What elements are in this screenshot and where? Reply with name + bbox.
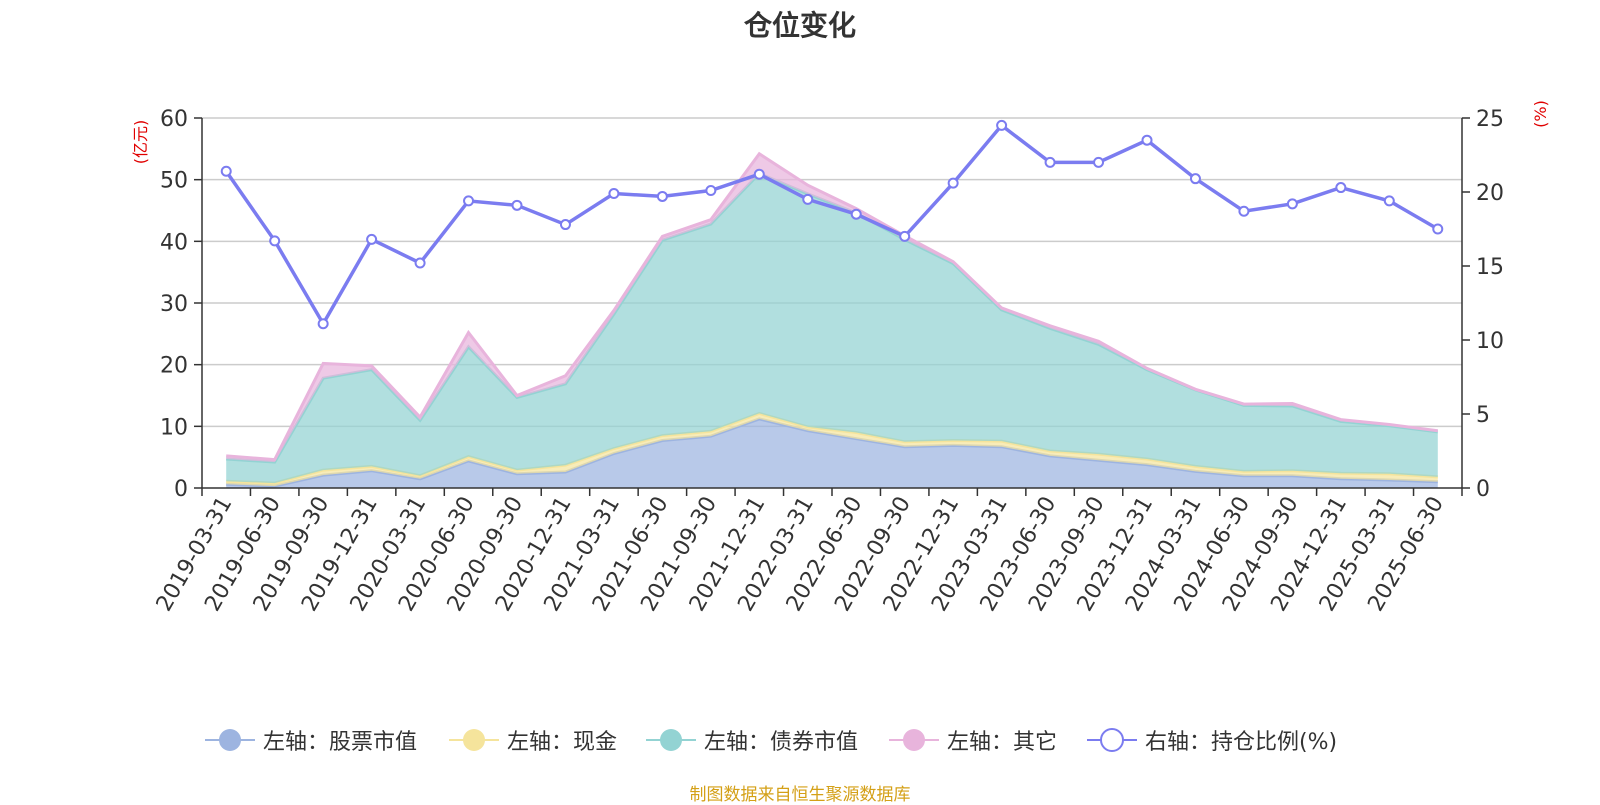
line-point-2 — [317, 318, 329, 330]
chart-title: 仓位变化 — [743, 9, 856, 42]
legend-swatch-other — [889, 729, 939, 751]
left-tick-label-0: 0 — [174, 477, 188, 502]
line-point-1 — [269, 235, 281, 247]
line-point-15 — [947, 177, 959, 189]
line-point-4 — [414, 257, 426, 269]
right-axis-unit: (%) — [1531, 100, 1550, 128]
legend-item-other[interactable]: 左轴：其它 — [889, 722, 1057, 758]
source-note: 制图数据来自恒生聚源数据库 — [689, 785, 911, 805]
line-point-20 — [1189, 173, 1201, 185]
line-point-18 — [1093, 156, 1105, 168]
legend-label-stock-value: 左轴：股票市值 — [263, 730, 418, 755]
left-tick-label-3: 30 — [160, 292, 188, 317]
line-point-8 — [608, 187, 620, 199]
right-tick-label-1: 5 — [1476, 403, 1490, 428]
legend-label-other: 左轴：其它 — [947, 730, 1058, 755]
area-edge-series-3 — [226, 151, 1438, 462]
left-tick-label-5: 50 — [160, 169, 188, 194]
legend-item-stock-value[interactable]: 左轴：股票市值 — [205, 722, 417, 758]
right-tick-label-0: 0 — [1476, 477, 1490, 502]
right-tick-label-4: 20 — [1476, 181, 1504, 206]
left-tick-label-2: 20 — [160, 354, 188, 379]
legend-swatch-cash — [449, 729, 499, 751]
left-tick-label-4: 40 — [160, 230, 188, 255]
legend-item-cash[interactable]: 左轴：现金 — [449, 722, 617, 758]
legend-item-position-ratio[interactable]: 右轴：持仓比例(%) — [1087, 722, 1337, 758]
legend-label-bond-value: 左轴：债券市值 — [704, 730, 859, 755]
right-tick-label-2: 10 — [1476, 329, 1504, 354]
line-point-21 — [1238, 205, 1250, 217]
line-point-11 — [753, 168, 765, 180]
left-tick-label-1: 10 — [160, 415, 188, 440]
legend-item-bond-value[interactable]: 左轴：债券市值 — [646, 722, 858, 758]
line-point-12 — [802, 193, 814, 205]
legend-swatch-bond-value — [646, 729, 696, 751]
line-point-10 — [705, 185, 717, 197]
right-tick-label-3: 15 — [1476, 255, 1504, 280]
right-tick-label-5: 25 — [1476, 107, 1504, 132]
area-series-2 — [226, 173, 1438, 484]
line-point-14 — [899, 230, 911, 242]
line-point-6 — [511, 199, 523, 211]
line-point-23 — [1335, 182, 1347, 194]
line-point-22 — [1286, 198, 1298, 210]
legend: 左轴：股票市值 左轴：现金 左轴：债券市值 左轴：其它 右轴：持仓比例(%) — [0, 722, 1600, 758]
left-axis-unit: (亿元) — [131, 120, 150, 165]
area-series-0 — [226, 418, 1438, 488]
line-point-17 — [1044, 156, 1056, 168]
line-point-3 — [366, 233, 378, 245]
left-tick-label-6: 60 — [160, 107, 188, 132]
line-point-9 — [656, 190, 668, 202]
legend-label-cash: 左轴：现金 — [507, 730, 618, 755]
line-point-19 — [1141, 134, 1153, 146]
line-point-16 — [996, 119, 1008, 131]
legend-swatch-position-ratio — [1087, 728, 1137, 752]
legend-label-position-ratio: 右轴：持仓比例(%) — [1145, 730, 1338, 755]
line-point-0 — [220, 165, 232, 177]
legend-swatch-stock-value — [205, 729, 255, 751]
line-point-13 — [850, 208, 862, 220]
line-point-25 — [1432, 223, 1444, 235]
line-point-24 — [1383, 195, 1395, 207]
line-point-7 — [559, 219, 571, 231]
line-point-5 — [463, 195, 475, 207]
line-series-0 — [224, 122, 1439, 328]
